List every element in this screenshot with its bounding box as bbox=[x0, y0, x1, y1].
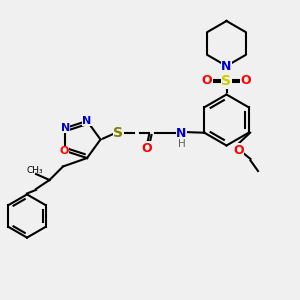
Text: S: S bbox=[221, 74, 232, 88]
Text: CH₃: CH₃ bbox=[26, 166, 43, 175]
Text: O: O bbox=[202, 74, 212, 88]
Text: N: N bbox=[221, 59, 232, 73]
Text: O: O bbox=[241, 74, 251, 88]
Text: N: N bbox=[61, 123, 70, 133]
Text: O: O bbox=[142, 142, 152, 155]
Text: S: S bbox=[113, 127, 124, 140]
Text: N: N bbox=[82, 116, 92, 126]
Text: O: O bbox=[233, 143, 244, 157]
Text: O: O bbox=[59, 146, 68, 156]
Text: H: H bbox=[178, 139, 185, 149]
Text: N: N bbox=[176, 127, 187, 140]
